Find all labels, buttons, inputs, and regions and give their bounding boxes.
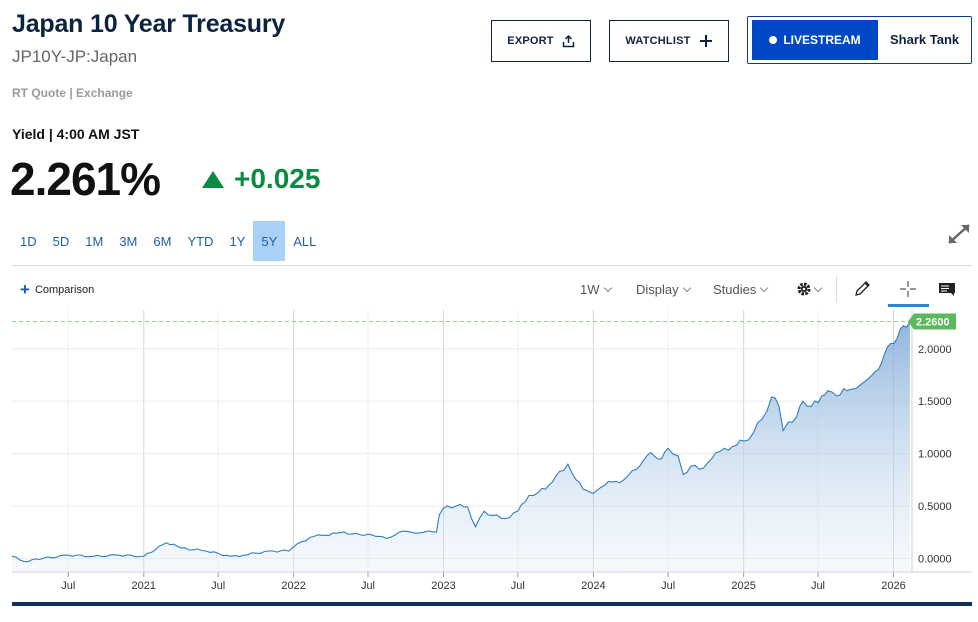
range-3m[interactable]: 3M [119,233,138,249]
quote-source: RT Quote | Exchange [12,86,133,100]
display-label: Display [636,282,679,297]
interval-label: 1W [580,282,600,297]
price-value: 2.261% [10,153,161,205]
x-tick-label: Jul [661,580,675,592]
crosshair-button[interactable] [895,276,921,302]
pencil-icon [855,281,870,296]
range-6m[interactable]: 6M [153,233,172,249]
watchlist-label: WATCHLIST [625,35,691,47]
range-ytd[interactable]: YTD [187,233,214,249]
x-tick-label: Jul [61,580,75,592]
up-arrow-icon [202,170,224,188]
x-tick-label: Jul [361,580,375,592]
range-1d[interactable]: 1D [20,233,37,249]
y-tick-label: 0.0000 [918,553,952,565]
news-button[interactable] [934,276,960,302]
x-tick-label: Jul [811,580,825,592]
last-value-badge [908,313,956,330]
bottom-rule [12,602,972,606]
y-tick-label: 2.0000 [918,344,952,356]
active-tool-indicator [888,304,929,307]
livestream-panel: LIVESTREAM Shark Tank [747,16,972,64]
range-selector: 1D 5D 1M 3M 6M YTD 1Y 5Y ALL [12,221,324,261]
chart-series-line [12,321,911,563]
draw-button[interactable] [849,276,875,302]
range-5d[interactable]: 5D [52,233,70,249]
range-1y[interactable]: 1Y [229,233,246,249]
show-link[interactable]: Shark Tank [890,32,960,47]
x-tick-label: Jul [211,580,225,592]
crosshair-icon [900,281,916,297]
interval-dropdown[interactable]: 1W [580,282,612,297]
x-tick-label: 2025 [731,580,755,592]
price-change: +0.025 [202,163,320,195]
yield-timestamp: Yield | 4:00 AM JST [12,126,140,142]
chart-area-fill [12,321,910,572]
y-tick-label: 1.0000 [918,449,952,461]
live-dot-icon [769,36,778,44]
y-tick-label: 1.5000 [918,396,952,408]
y-tick-label: 0.5000 [918,501,952,513]
x-tick-label: Jul [511,580,525,592]
comparison-button[interactable]: + Comparison [20,280,95,299]
display-dropdown[interactable]: Display [636,282,691,297]
news-icon [939,283,955,296]
settings-button[interactable] [792,276,824,302]
studies-dropdown[interactable]: Studies [713,282,769,297]
expand-icon[interactable] [946,222,972,246]
plus-icon: + [20,280,30,299]
x-tick-label: 2026 [881,580,905,592]
chevron-down-icon [682,283,691,293]
change-value: +0.025 [234,163,321,194]
livestream-button[interactable]: LIVESTREAM [752,20,878,60]
page-title: Japan 10 Year Treasury [12,10,286,38]
chevron-down-icon [603,283,612,293]
livestream-label: LIVESTREAM [783,33,861,47]
gear-icon [797,282,810,296]
yield-chart[interactable]: 0.0000 0.5000 1.0000 1.5000 2.0000 Jul 2021 Jul… [12,310,972,598]
x-tick-label: 2024 [581,580,605,592]
x-tick-label: 2022 [281,580,305,592]
toolbar-separator [836,276,837,302]
chevron-down-icon [813,283,822,292]
range-1m[interactable]: 1M [85,233,104,249]
export-button[interactable]: EXPORT [491,20,591,62]
symbol-label: JP10Y-JP:Japan [12,47,138,66]
export-label: EXPORT [507,35,554,47]
range-all[interactable]: ALL [293,233,317,249]
watchlist-button[interactable]: WATCHLIST [609,20,729,62]
range-5y[interactable]: 5Y [253,221,286,261]
comparison-label: Comparison [34,284,95,296]
plus-icon [699,35,712,47]
x-tick-label: 2023 [431,580,455,592]
studies-label: Studies [713,282,757,297]
section-divider [12,265,972,266]
x-tick-label: 2021 [132,580,156,592]
last-value-label: 2.2600 [916,317,950,329]
share-icon [562,34,574,47]
chevron-down-icon [760,283,769,293]
